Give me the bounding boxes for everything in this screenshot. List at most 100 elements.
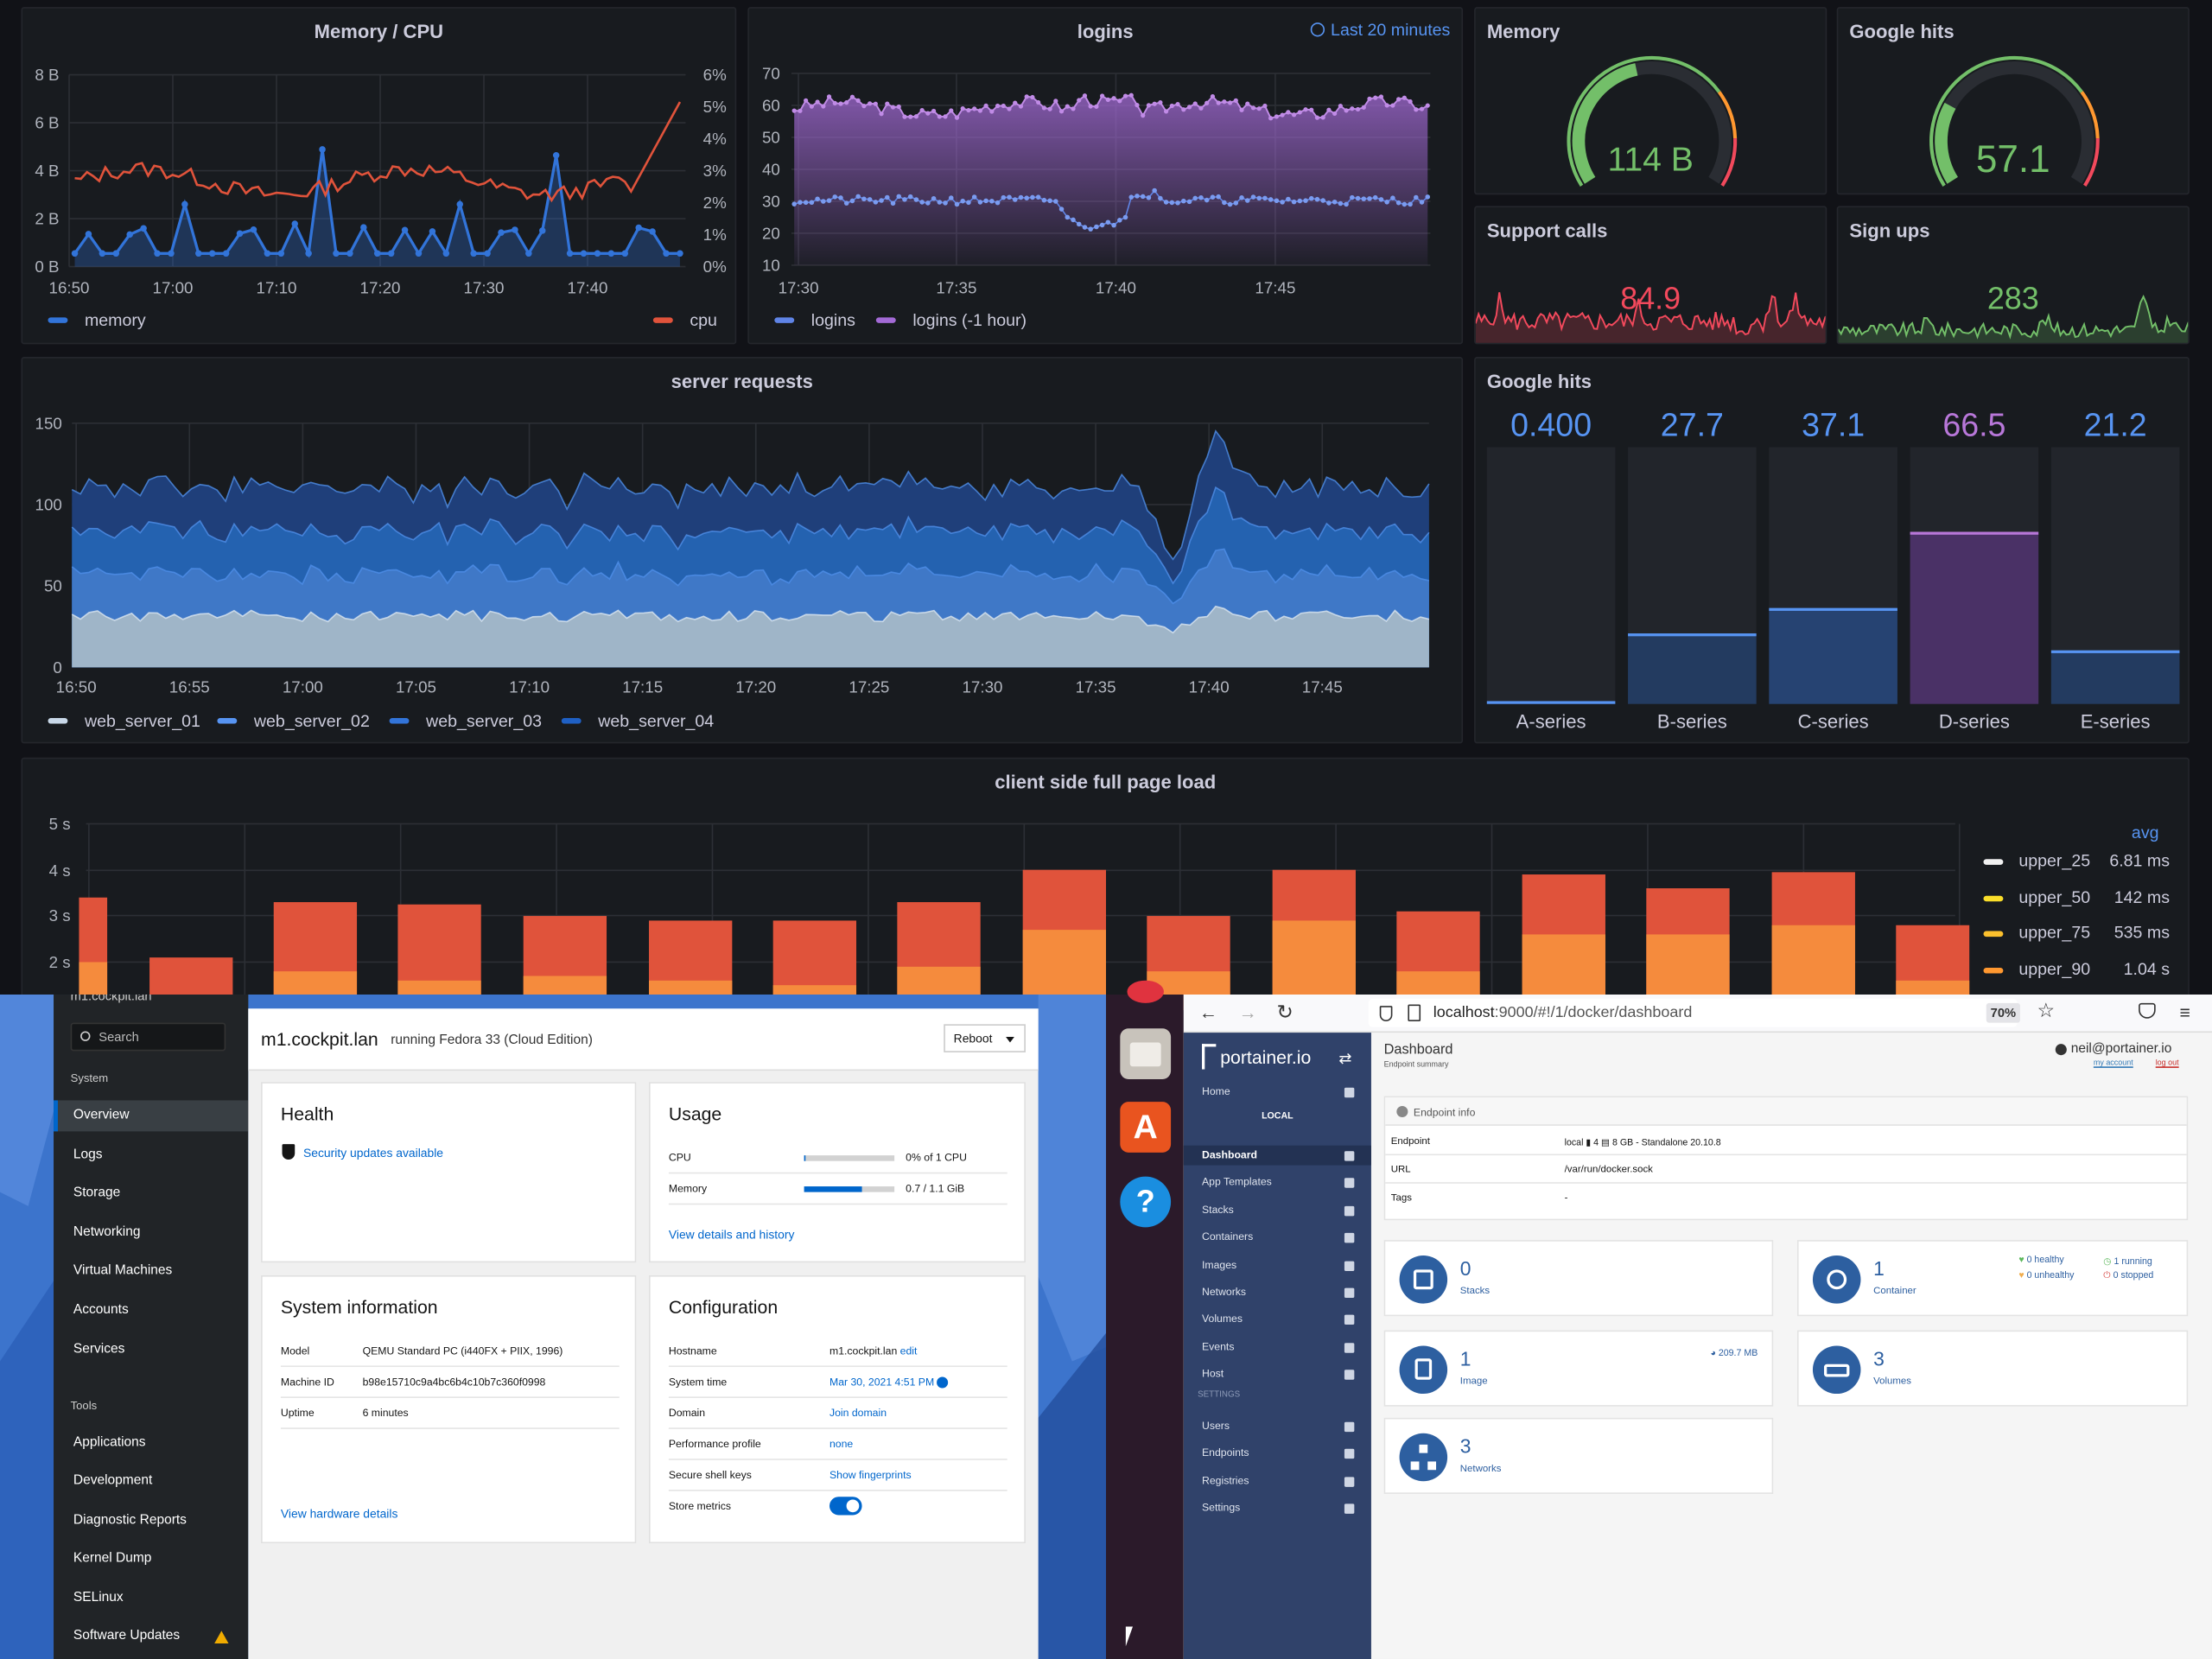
nav-settings-endpoints[interactable]: Endpoints	[1202, 1446, 1249, 1459]
nav-item-logs[interactable]: Logs	[73, 1146, 103, 1162]
bar-gauge: 0.400 A-series 27.7 B-series 37.1 C-series 66.…	[1476, 359, 2188, 742]
view-hardware-link[interactable]: View hardware details	[280, 1506, 398, 1521]
bookmark-star-icon[interactable]: ☆	[2037, 998, 2056, 1022]
nav-networks[interactable]: Networks	[1202, 1285, 1247, 1299]
software-center-icon[interactable]: A	[1120, 1102, 1172, 1153]
bar-a-series[interactable]: 0.400 A-series	[1486, 401, 1616, 740]
server-requests-panel[interactable]: server requests 150 100 50 0 16:50 16:55 17:00…	[21, 357, 1464, 744]
app-launcher: A ?	[1105, 980, 1184, 1659]
show-fingerprints-link[interactable]: Show fingerprints	[829, 1468, 912, 1482]
memory-gauge-panel[interactable]: Memory 114 B	[1474, 7, 1827, 195]
legend-memory[interactable]: memory	[48, 310, 146, 330]
memory-cpu-panel[interactable]: Memory / CPU 8 B 6 B 4 B 2 B 0 B 6% 5% 4% 3% 2% 1%…	[21, 7, 737, 345]
nav-settings-users[interactable]: Users	[1202, 1419, 1230, 1433]
edit-hostname-link[interactable]: edit	[899, 1344, 918, 1357]
user-menu[interactable]: neil@portainer.io	[2055, 1041, 2171, 1057]
back-icon[interactable]: ←	[1198, 1001, 1217, 1023]
legend-upper-90[interactable]: upper_90 1.04 s	[1983, 958, 2182, 981]
reboot-button[interactable]: Reboot	[944, 1024, 1026, 1052]
legend-web-server-04[interactable]: web_server_04	[561, 711, 714, 731]
legend-logins-prev[interactable]: logins (-1 hour)	[875, 310, 1027, 330]
nav-item-applications[interactable]: Applications	[73, 1434, 146, 1451]
bar-value: 0.400	[1510, 406, 1592, 443]
legend-label: upper_75	[2018, 922, 2091, 943]
legend-web-server-01[interactable]: web_server_01	[48, 711, 200, 731]
app-icon-partial[interactable]	[1127, 980, 1164, 1003]
security-updates-link[interactable]: Security updates available	[303, 1145, 444, 1160]
reload-icon[interactable]: ↻	[1276, 1000, 1294, 1023]
nav-item-selinux[interactable]: SELinux	[73, 1589, 124, 1605]
legend-header-avg[interactable]: avg	[2131, 822, 2159, 842]
nav-item-storage[interactable]: Storage	[73, 1185, 121, 1201]
nav-item-accounts[interactable]: Accounts	[73, 1301, 129, 1318]
bar-d-series[interactable]: 66.5 D-series	[1910, 401, 2039, 740]
bar-b-series[interactable]: 27.7 B-series	[1628, 401, 1757, 740]
store-metrics-toggle[interactable]	[829, 1497, 862, 1516]
nav-item-overview[interactable]: Overview	[54, 1100, 249, 1132]
forward-icon[interactable]: →	[1238, 1001, 1257, 1023]
system-time-link[interactable]: Mar 30, 2021 4:51 PM	[830, 1376, 949, 1389]
nav-settings-registries[interactable]: Registries	[1202, 1473, 1249, 1487]
logins-panel[interactable]: logins Last 20 minutes 70 60 50 40 30 20 10 17:…	[747, 7, 1464, 345]
nav-dashboard[interactable]: Dashboard	[1183, 1145, 1371, 1166]
bar-c-series[interactable]: 37.1 C-series	[1769, 401, 1897, 740]
images-card[interactable]: 1 Image ◕ 209.7 MB	[1383, 1330, 1774, 1407]
networks-card[interactable]: 3 Networks	[1383, 1417, 1774, 1494]
google-hits-bargauge-panel[interactable]: Google hits 0.400 A-series 27.7 B-series 37.…	[1474, 357, 2190, 744]
legend-logins[interactable]: logins	[774, 310, 855, 330]
nav-containers[interactable]: Containers	[1202, 1230, 1254, 1243]
nav-host[interactable]: Host	[1202, 1367, 1224, 1381]
support-calls-panel[interactable]: Support calls 84.9	[1474, 206, 1827, 345]
pocket-icon[interactable]	[2139, 1002, 2156, 1019]
portainer-logo[interactable]: portainer.io	[1202, 1044, 1311, 1070]
switch-endpoint-icon[interactable]: ⇄	[1338, 1051, 1352, 1068]
card-title: Usage	[668, 1103, 722, 1125]
containers-card[interactable]: 1 Container ♥ 0 healthy ♥ 0 unhealthy ◷ …	[1796, 1240, 2189, 1317]
performance-link[interactable]: none	[829, 1437, 854, 1451]
log-out-link[interactable]: log out	[2155, 1059, 2179, 1068]
nav-item-development[interactable]: Development	[73, 1473, 153, 1490]
nav-images[interactable]: Images	[1202, 1257, 1237, 1271]
cpu-value: 0% of 1 CPU	[906, 1151, 967, 1164]
volumes-card[interactable]: 3 Volumes	[1796, 1330, 2189, 1407]
memory-point	[222, 250, 230, 257]
nav-stacks[interactable]: Stacks	[1202, 1203, 1234, 1217]
nav-events[interactable]: Events	[1202, 1339, 1235, 1353]
host-header[interactable]: m1.cockpit.lan	[70, 995, 152, 1003]
nav-item-services[interactable]: Services	[73, 1340, 125, 1357]
join-domain-link[interactable]: Join domain	[829, 1406, 887, 1420]
time-range-badge[interactable]: Last 20 minutes	[1311, 20, 1450, 40]
menu-icon[interactable]: ≡	[2179, 1001, 2190, 1023]
files-icon[interactable]	[1120, 1028, 1172, 1079]
legend-web-server-03[interactable]: web_server_03	[389, 711, 542, 731]
nav-home[interactable]: Home	[1202, 1084, 1230, 1098]
nav-item-diagnostic-reports[interactable]: Diagnostic Reports	[73, 1511, 187, 1528]
nav-item-kernel-dump[interactable]: Kernel Dump	[73, 1550, 152, 1567]
legend-upper-75[interactable]: upper_75 535 ms	[1983, 922, 2182, 945]
help-icon[interactable]: ?	[1120, 1176, 1172, 1228]
nav-item-software-updates[interactable]: Software Updates	[73, 1628, 181, 1644]
nav-item-networking[interactable]: Networking	[73, 1224, 141, 1240]
search-input[interactable]: Search	[70, 1022, 226, 1052]
nav-volumes[interactable]: Volumes	[1202, 1313, 1243, 1325]
view-details-link[interactable]: View details and history	[668, 1227, 795, 1242]
legend-web-server-02[interactable]: web_server_02	[217, 711, 370, 731]
nav-app-templates[interactable]: App Templates	[1202, 1175, 1272, 1189]
google-gauge-panel[interactable]: Google hits 57.1	[1836, 7, 2190, 195]
logins-prev-point	[1053, 99, 1058, 104]
memory-point	[442, 250, 450, 257]
logins-point	[1222, 200, 1227, 206]
nav-item-virtual-machines[interactable]: Virtual Machines	[73, 1262, 173, 1279]
nav-settings-settings[interactable]: Settings	[1202, 1501, 1241, 1515]
stacks-card[interactable]: 0 Stacks	[1383, 1240, 1774, 1317]
logins-prev-point	[1216, 100, 1221, 105]
legend-upper-25[interactable]: upper_25 6.81 ms	[1983, 850, 2182, 873]
legend-upper-50[interactable]: upper_50 142 ms	[1983, 887, 2182, 909]
sign-ups-panel[interactable]: Sign ups 283	[1836, 206, 2190, 345]
url-bar[interactable]: localhost:9000/#!/1/docker/dashboard 70%	[1368, 998, 2020, 1027]
legend-cpu[interactable]: cpu	[652, 310, 717, 330]
zoom-badge[interactable]: 70%	[1986, 1002, 2020, 1023]
bar-e-series[interactable]: 21.2 E-series	[2050, 401, 2180, 740]
my-account-link[interactable]: my account	[2093, 1059, 2133, 1068]
